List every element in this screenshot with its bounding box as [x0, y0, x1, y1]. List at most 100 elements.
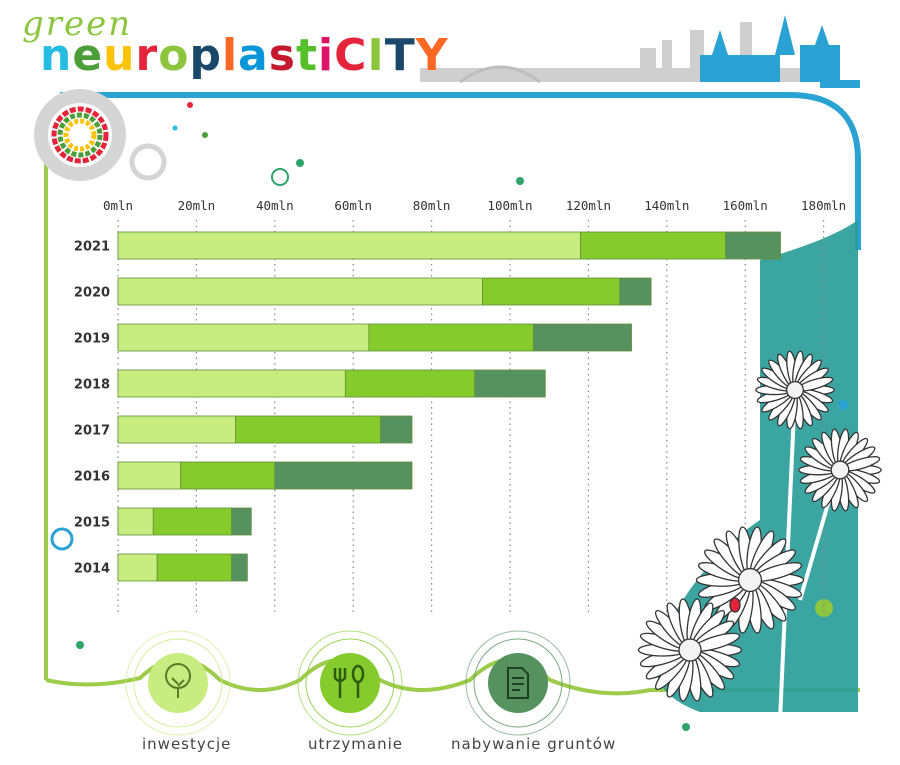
- legend-label-utrzymanie: utrzymanie: [308, 735, 404, 753]
- legend-ring: [473, 638, 563, 728]
- x-tick-label: 60mln: [334, 198, 372, 213]
- bubble-ring: [50, 527, 74, 551]
- brand-prefix: green: [22, 4, 133, 44]
- bridge-arc: [459, 65, 541, 84]
- brand-letter: n: [40, 30, 73, 81]
- confetti-dot: [815, 599, 833, 617]
- flower-center: [785, 380, 805, 400]
- brand-letter: I: [367, 30, 385, 81]
- legend-ring: [305, 638, 395, 728]
- brand-letter: Y: [415, 30, 449, 81]
- y-axis-categories: 2021 2020 2019 2018 2017 2016 2015 2014: [74, 240, 110, 577]
- fork-spoon-icon: [333, 664, 365, 698]
- y-category-label: 2016: [74, 470, 110, 485]
- y-category-label: 2014: [74, 562, 110, 577]
- daisy-flower-icon: [695, 526, 805, 634]
- x-tick-label: 180mln: [801, 198, 846, 213]
- brand-title: neuroplastiCITY: [40, 30, 449, 81]
- bar-segment-nabywanie-2017: [380, 415, 413, 444]
- brand-letter: o: [158, 30, 190, 81]
- skyline-tower: [662, 40, 672, 82]
- daisy-flower-icon: [755, 350, 835, 430]
- bar-segment-inwestycje-2017: [117, 415, 236, 444]
- bar-segment-utrzymanie-2020: [482, 277, 621, 306]
- bar-segment-inwestycje-2021: [117, 231, 581, 260]
- brand-letter: l: [221, 30, 239, 81]
- y-category-label: 2021: [74, 240, 110, 255]
- bar-segment-inwestycje-2014: [117, 553, 158, 582]
- legend-ring: [465, 630, 571, 736]
- bar-segment-inwestycje-2018: [117, 369, 346, 398]
- bar-segment-inwestycje-2015: [117, 507, 154, 536]
- legend-swatch-utrzymanie: [320, 653, 380, 713]
- stacked-bars: [117, 231, 781, 582]
- flower-center: [830, 460, 850, 480]
- confetti-dot: [172, 125, 178, 131]
- small-gear-icon: [129, 143, 167, 181]
- legend-ring: [125, 630, 231, 736]
- brand-title-lower: neuroplasti: [40, 30, 334, 81]
- bar-segment-inwestycje-2020: [117, 277, 483, 306]
- skyline-base-blue: [820, 80, 860, 88]
- gear-inner: [48, 103, 112, 167]
- bar-segment-nabywanie-2021: [725, 231, 781, 260]
- tree-icon: [165, 663, 191, 698]
- confetti-dot: [682, 723, 690, 731]
- brand-title-upper: CITY: [334, 30, 449, 81]
- blue-frame-line: [60, 92, 861, 250]
- y-category-label: 2015: [74, 516, 110, 531]
- church-building: [800, 45, 840, 82]
- x-tick-label: 40mln: [256, 198, 294, 213]
- ladybug-icon: [729, 597, 741, 613]
- confetti-dot: [187, 102, 193, 108]
- brand-letter: a: [238, 30, 269, 81]
- sdg-wheel-icon: [51, 106, 109, 164]
- x-tick-label: 80mln: [413, 198, 451, 213]
- y-category-label: 2019: [74, 332, 110, 347]
- legend-ring: [133, 638, 223, 728]
- flower-center: [678, 638, 702, 662]
- daisy-flower-icon: [637, 598, 743, 702]
- confetti-dot: [516, 177, 524, 185]
- church-spire: [775, 15, 795, 55]
- brand-letter: t: [295, 30, 318, 81]
- x-tick-label: 140mln: [644, 198, 689, 213]
- x-tick-label: 100mln: [487, 198, 532, 213]
- daisy-flowers-illustration: [637, 350, 882, 721]
- y-category-label: 2018: [74, 378, 110, 393]
- brand-letter: i: [317, 30, 335, 81]
- bar-segment-inwestycje-2016: [117, 461, 182, 490]
- bar-segment-utrzymanie-2015: [152, 507, 233, 536]
- confetti-dot: [838, 400, 848, 410]
- skyline-tower: [640, 48, 656, 82]
- legend: [125, 630, 571, 736]
- brand-letter: e: [72, 30, 104, 81]
- y-category-label: 2020: [74, 286, 110, 301]
- brand-letter: r: [135, 30, 159, 81]
- legend-item-utrzymanie: [297, 630, 403, 736]
- brand-letter: C: [334, 30, 368, 81]
- brand-letter: p: [189, 30, 222, 81]
- legend-item-nabywanie: [465, 630, 571, 736]
- bar-segment-utrzymanie-2021: [580, 231, 726, 260]
- brand-letter: u: [103, 30, 136, 81]
- bubble-ring: [271, 168, 289, 186]
- bar-segment-nabywanie-2016: [274, 461, 413, 490]
- brand-letter: T: [384, 30, 416, 81]
- legend-label-inwestycje: inwestycje: [142, 735, 232, 753]
- confetti-dot: [76, 641, 84, 649]
- x-axis-ticks: 0mln 20mln 40mln 60mln 80mln 100mln 120mln 140m…: [103, 198, 846, 213]
- brand-letter: s: [268, 30, 296, 81]
- city-skyline: [420, 15, 860, 88]
- bar-segment-utrzymanie-2014: [156, 553, 233, 582]
- bar-segment-utrzymanie-2018: [344, 369, 476, 398]
- bar-segment-utrzymanie-2017: [235, 415, 382, 444]
- bar-segment-nabywanie-2014: [231, 553, 248, 582]
- legend-label-nabywanie: nabywanie gruntów: [451, 735, 617, 753]
- x-tick-label: 0mln: [103, 198, 133, 213]
- bar-segment-nabywanie-2018: [474, 369, 546, 398]
- confetti-dot: [296, 159, 304, 167]
- bar-segment-utrzymanie-2016: [180, 461, 276, 490]
- bar-segment-nabywanie-2015: [231, 507, 252, 536]
